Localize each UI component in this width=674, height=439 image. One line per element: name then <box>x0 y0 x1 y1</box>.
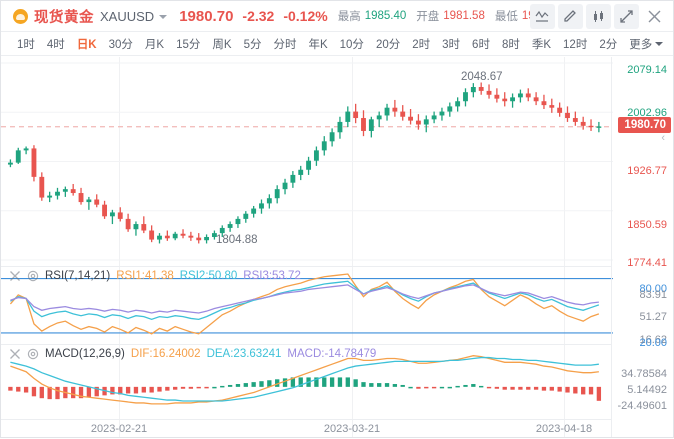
quote-header: 现货黄金 XAUUSD 1980.70 -2.32 -0.12% 最高 1985… <box>1 1 673 32</box>
last-price: 1980.70 <box>179 7 234 25</box>
chevron-down-icon[interactable] <box>159 15 168 19</box>
macd-axis-label: 5.14492 <box>627 384 667 396</box>
price-pane[interactable]: 2048.67 1804.88 <box>1 57 613 266</box>
high-annotation: 2048.67 <box>461 71 503 83</box>
tab-2m[interactable]: 2分 <box>599 38 618 51</box>
timeframe-tabs: 1时 4时 日K 30分 月K 15分 周K 5分 分时 年K 10分 20分 … <box>1 32 673 56</box>
current-price-badge: 1980.70 <box>618 117 671 133</box>
axis-label: 2002.96 <box>627 107 667 119</box>
gear-icon[interactable] <box>27 348 39 360</box>
draw-pencil-icon[interactable] <box>558 4 583 29</box>
candle-type-icon[interactable] <box>586 4 611 29</box>
tab-4h[interactable]: 4时 <box>46 38 65 51</box>
rsi1-value: RSI1:41.38 <box>116 270 174 282</box>
high-value: 1985.40 <box>364 10 407 22</box>
axis-label: 1774.41 <box>627 257 667 269</box>
dea-value: DEA:23.63241 <box>206 348 282 360</box>
dif-value: DIF:16.24002 <box>130 348 201 360</box>
fullscreen-icon[interactable] <box>614 4 639 29</box>
tab-30m[interactable]: 30分 <box>108 38 133 51</box>
macd-pane-header: MACD(12,26,9) DIF:16.24002 DEA:23.63241 … <box>9 348 376 360</box>
tab-10m[interactable]: 10分 <box>339 38 364 51</box>
tab-20m[interactable]: 20分 <box>375 38 401 51</box>
rsi-pane[interactable]: RSI(7,14,21) RSI1:41.38 RSI2:50.80 RSI3:… <box>1 266 613 344</box>
chevron-down-icon <box>655 42 664 46</box>
macd-indicator-name: MACD(12,26,9) <box>45 348 125 360</box>
tab-monthly[interactable]: 月K <box>144 38 165 51</box>
rsi3-value: RSI3:53.72 <box>243 270 301 282</box>
open-value: 1981.58 <box>443 10 485 22</box>
low-annotation: 1804.88 <box>216 234 258 246</box>
tab-more[interactable]: 更多 <box>623 36 669 52</box>
price-change: -2.32 <box>242 8 275 24</box>
open-label: 开盘 <box>416 11 440 23</box>
rsi-axis-label: 16.62 <box>639 334 667 346</box>
tab-timeline[interactable]: 分时 <box>273 38 297 51</box>
price-axis[interactable]: 2079.14 2002.96 1980.70 ‹ 1926.77 1850.5… <box>611 57 673 437</box>
axis-label: 1926.77 <box>627 165 667 177</box>
price-change-percent: -0.12% <box>283 8 328 24</box>
tab-1h[interactable]: 1时 <box>17 38 35 51</box>
close-icon[interactable] <box>9 270 21 282</box>
tab-quarterly[interactable]: 季K <box>531 38 552 51</box>
chevron-left-icon: ‹ <box>661 132 665 144</box>
chart-area[interactable]: 2048.67 1804.88 <box>1 57 673 437</box>
date-label: 2023-03-21 <box>323 423 381 435</box>
gear-icon[interactable] <box>27 270 39 282</box>
rsi-axis-label: 51.27 <box>639 311 667 323</box>
rsi-indicator-name: RSI(7,14,21) <box>45 270 111 282</box>
candlestick-chart[interactable] <box>1 57 613 266</box>
low-label: 最低 <box>494 11 518 23</box>
tab-weekly[interactable]: 周K <box>212 38 232 51</box>
symbol-name-cn: 现货黄金 <box>34 9 94 26</box>
rsi-chart[interactable] <box>1 267 613 344</box>
indicator-icon[interactable] <box>530 4 555 29</box>
tab-daily[interactable]: 日K <box>76 38 97 51</box>
axis-label: 1850.59 <box>627 219 667 231</box>
header-toolbar <box>530 4 667 29</box>
rsi2-value: RSI2:50.80 <box>179 270 238 282</box>
macd-chart[interactable] <box>1 345 613 419</box>
macd-pane[interactable]: MACD(12,26,9) DIF:16.24002 DEA:23.63241 … <box>1 344 611 419</box>
tab-more-label: 更多 <box>629 38 653 51</box>
high-label: 最高 <box>337 11 361 23</box>
tab-5m[interactable]: 5分 <box>243 38 262 51</box>
macd-axis-label: -24.49601 <box>617 400 667 412</box>
rsi-axis-label: 20.00 <box>639 337 667 349</box>
rsi-pane-header: RSI(7,14,21) RSI1:41.38 RSI2:50.80 RSI3:… <box>9 270 301 282</box>
gold-coin-icon <box>13 8 28 24</box>
tab-8h[interactable]: 8时 <box>501 38 520 51</box>
symbol-code: XAUUSD <box>100 8 155 24</box>
tab-15m[interactable]: 15分 <box>176 38 201 51</box>
date-label: 2023-02-21 <box>90 423 148 435</box>
macd-value: MACD:-14.78479 <box>287 348 377 360</box>
date-label: 2023-04-18 <box>535 423 593 435</box>
axis-label: 2079.14 <box>627 64 667 76</box>
tab-12h[interactable]: 12时 <box>563 38 588 51</box>
rsi-axis-label: 83.91 <box>639 289 667 301</box>
tab-yearly[interactable]: 年K <box>308 38 328 51</box>
close-icon[interactable] <box>9 348 21 360</box>
tab-6h[interactable]: 6时 <box>472 38 490 51</box>
chart-plot[interactable]: 2048.67 1804.88 <box>1 57 613 439</box>
tab-3h[interactable]: 3时 <box>442 38 461 51</box>
rsi-axis-label: 80.00 <box>639 283 667 295</box>
macd-axis-label: 34.78584 <box>621 368 667 380</box>
close-icon[interactable] <box>642 4 667 29</box>
date-axis: 2023-02-21 2023-03-21 2023-04-18 <box>1 419 611 439</box>
tab-2h[interactable]: 2时 <box>412 38 431 51</box>
